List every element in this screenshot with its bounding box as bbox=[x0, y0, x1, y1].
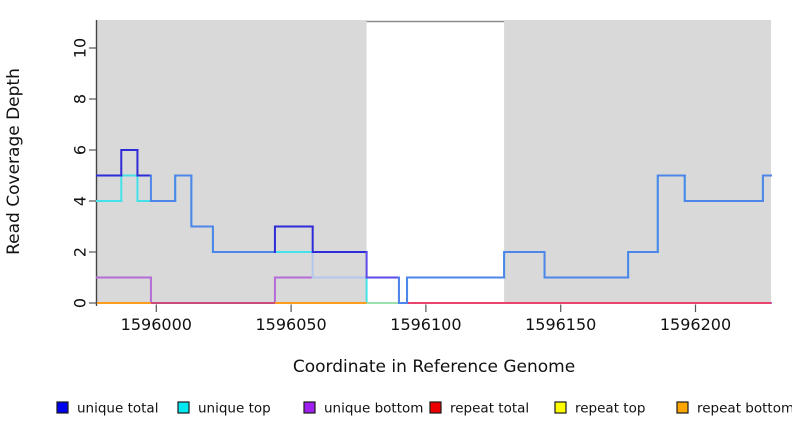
x-axis-title: Coordinate in Reference Genome bbox=[293, 357, 575, 377]
series-unique-total bbox=[503, 251, 546, 279]
y-tick-label: 10 bbox=[71, 38, 90, 58]
series-unique-total bbox=[174, 174, 193, 202]
series-unique-total bbox=[761, 174, 772, 202]
legend-label: repeat total bbox=[450, 401, 529, 417]
x-tick-label: 1596000 bbox=[121, 315, 192, 334]
series-unique-total bbox=[543, 251, 630, 279]
highlight-region bbox=[366, 20, 505, 304]
series-unique-total bbox=[656, 174, 686, 253]
y-tick-label: 0 bbox=[71, 298, 90, 308]
legend-label: unique bottom bbox=[324, 401, 423, 417]
y-axis-title: Read Coverage Depth bbox=[4, 68, 24, 255]
series-unique-total bbox=[627, 251, 659, 279]
series-unique-total bbox=[273, 225, 314, 253]
legend-item-unique-top: unique top bbox=[177, 401, 271, 417]
series-unique-total bbox=[190, 174, 214, 228]
legend-swatch-repeat-total bbox=[429, 401, 442, 414]
legend-item-repeat-bottom: repeat bottom bbox=[676, 401, 792, 417]
y-tick-label: 6 bbox=[71, 145, 90, 155]
legend-item-repeat-top: repeat top bbox=[554, 401, 645, 417]
series-unique-total bbox=[149, 174, 177, 202]
y-tick-label: 4 bbox=[71, 196, 90, 206]
series-unique-total bbox=[365, 251, 400, 279]
legend-swatch-repeat-top bbox=[554, 401, 567, 414]
legend-item-unique-bottom: unique bottom bbox=[303, 401, 423, 417]
legend-swatch-unique-top bbox=[177, 401, 190, 414]
legend-item-unique-total: unique total bbox=[56, 401, 158, 417]
series-unique-top bbox=[311, 251, 368, 279]
legend-label: repeat bottom bbox=[697, 401, 792, 417]
series-unique-total bbox=[120, 149, 139, 177]
series-unique-total bbox=[311, 225, 368, 253]
legend-swatch-unique-bottom bbox=[303, 401, 316, 414]
series-unique-total bbox=[683, 174, 764, 202]
y-tick-label: 8 bbox=[71, 94, 90, 104]
x-tick-label: 1596050 bbox=[255, 315, 326, 334]
series-unique-total bbox=[136, 149, 152, 177]
legend-swatch-unique-total bbox=[56, 401, 69, 414]
x-tick-label: 1596150 bbox=[525, 315, 596, 334]
x-tick-label: 1596100 bbox=[390, 315, 461, 334]
legend-swatch-repeat-bottom bbox=[676, 401, 689, 414]
series-unique-total bbox=[211, 225, 276, 253]
legend-label: unique top bbox=[198, 401, 271, 417]
legend-label: unique total bbox=[77, 401, 158, 417]
y-tick-label: 2 bbox=[71, 247, 90, 257]
legend-label: repeat top bbox=[575, 401, 645, 417]
series-unique-total bbox=[406, 276, 506, 304]
series-unique-total bbox=[397, 276, 409, 304]
x-tick-label: 1596200 bbox=[660, 315, 731, 334]
legend-item-repeat-total: repeat total bbox=[429, 401, 529, 417]
